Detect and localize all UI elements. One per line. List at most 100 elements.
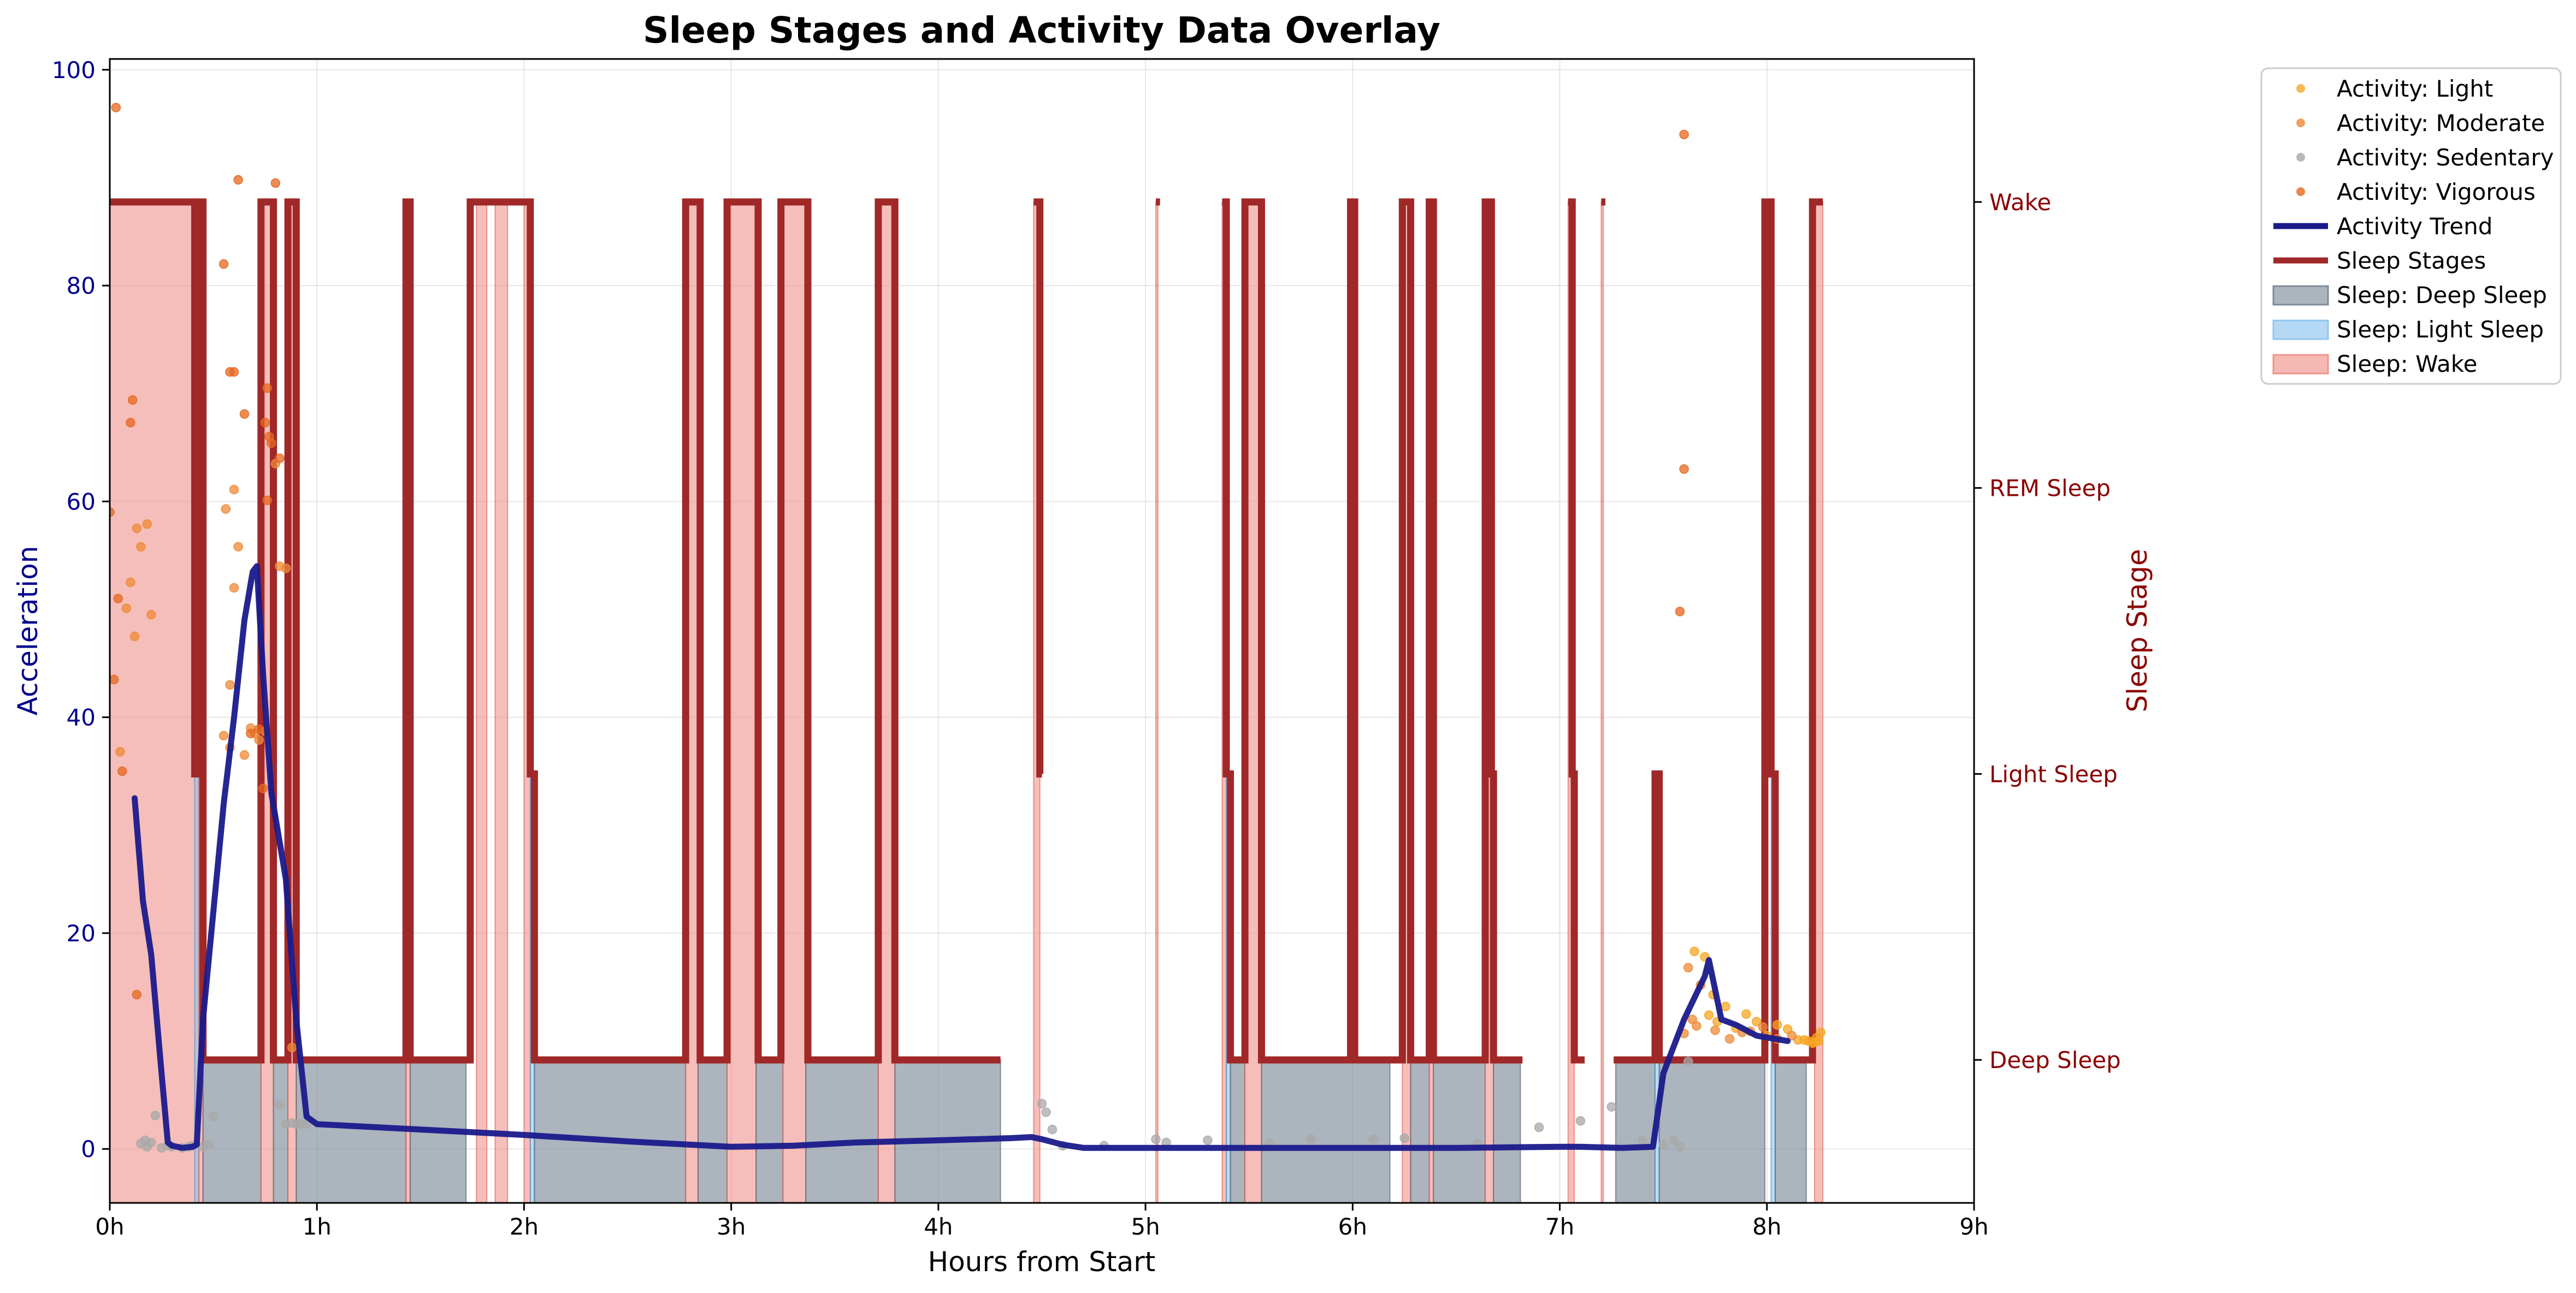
activity-point-sedentary-14 [275,1100,285,1110]
sleep-span-0 [110,201,200,1203]
legend-marker-1 [2296,118,2305,127]
activity-point-moderate-25 [1683,963,1693,972]
activity-point-moderate-0 [126,577,135,588]
y-axis-left-label: Acceleration [12,546,44,716]
activity-point-sedentary-4 [150,1111,161,1120]
activity-point-moderate-20 [229,484,239,495]
sleep-span-20 [805,1059,879,1203]
plot-frame [109,58,1975,1204]
activity-point-vigorous-25 [1675,607,1685,616]
activity-point-sedentary-36 [1638,1135,1647,1146]
activity-point-vigorous-11 [233,175,243,185]
activity-trend-line [132,563,1791,1151]
legend-marker-7 [2272,319,2329,340]
activity-point-moderate-7 [146,610,156,620]
activity-point-vigorous-13 [246,728,256,739]
activity-point-vigorous-15 [258,784,268,793]
legend-label-8: Sleep: Wake [2337,351,2477,377]
activity-point-moderate-12 [239,750,250,760]
activity-point-sedentary-30 [1368,1134,1379,1144]
x-tick-label-6: 6h [1338,1213,1367,1240]
sleep-span-3 [202,1059,262,1203]
x-tick-label-0: 0h [95,1213,124,1240]
legend-label-3: Activity: Vigorous [2337,179,2536,205]
x-tick-label-9: 9h [1959,1213,1988,1240]
activity-point-light-7 [1741,1009,1751,1019]
sleep-fill-spans [110,201,1824,1203]
sleep-span-14 [534,1059,687,1203]
x-tick-label-4: 4h [924,1213,953,1240]
legend-marker-0 [2296,84,2305,93]
sleep-span-42 [1774,1059,1807,1203]
activity-point-sedentary-39 [1675,1142,1685,1152]
y-axis-right-label: Sleep Stage [2122,549,2153,712]
sleep-span-27 [1230,1059,1246,1203]
sleep-span-22 [894,1059,1001,1203]
sleep-span-7 [296,1059,407,1203]
y-left-tick-label-0: 0 [81,1136,96,1162]
legend-marker-3 [2296,187,2305,196]
activity-point-moderate-10 [229,583,239,593]
activity-point-sedentary-25 [1151,1134,1161,1144]
x-tick-label-1: 1h [303,1213,332,1240]
legend-label-5: Sleep Stages [2337,247,2486,274]
y-axis-right: Deep Sleep Light Sleep REM Sleep Wake [1974,189,2121,1073]
activity-point-vigorous-6 [127,395,138,405]
legend-label-6: Sleep: Deep Sleep [2337,282,2547,309]
legend-box [2260,67,2562,385]
activity-point-sedentary-22 [1047,1124,1057,1135]
activity-point-vigorous-7 [132,989,142,1000]
activity-point-moderate-5 [132,523,142,533]
activity-point-light-5 [1721,1001,1730,1012]
activity-point-moderate-3 [121,603,132,613]
activity-point-vigorous-14 [254,724,264,734]
legend-label-1: Activity: Moderate [2337,110,2545,137]
activity-point-vigorous-12 [239,409,250,419]
sleep-span-17 [726,201,757,1203]
x-axis-label: Hours from Start [928,1246,1156,1278]
sleep-span-10 [476,201,488,1203]
activity-point-moderate-15 [254,735,264,745]
x-tick-label-2: 2h [510,1213,539,1240]
activity-point-sedentary-21 [1041,1107,1051,1117]
activity-point-vigorous-8 [218,259,229,269]
x-tick-label-7: 7h [1545,1213,1574,1240]
activity-point-vigorous-19 [270,178,281,188]
activity-point-vigorous-24 [1679,464,1689,474]
activity-point-sedentary-13 [208,1112,218,1122]
x-axis: 0h 1h 2h 3h 4h 5h 6h 7h 8h 9h [95,1203,1989,1240]
y-right-tick-label-3: Wake [1989,189,2051,216]
activity-point-sedentary-29 [1306,1134,1316,1144]
activity-point-moderate-33 [1758,1022,1768,1032]
activity-point-moderate-23 [275,561,285,571]
activity-point-sedentary-27 [1203,1135,1213,1146]
activity-point-light-19 [1799,1035,1809,1045]
sleep-span-33 [1433,1059,1486,1203]
activity-point-vigorous-21 [260,418,270,428]
activity-points [110,103,1826,1153]
activity-point-moderate-30 [1724,1034,1735,1044]
activity-point-light-8 [1752,1017,1762,1027]
activity-point-sedentary-37 [1658,1140,1668,1150]
activity-point-vigorous-0 [111,103,121,112]
activity-point-sedentary-38 [1669,1135,1679,1146]
sleep-span-24 [1155,201,1159,1203]
sleep-span-31 [1410,1059,1430,1203]
y-left-tick-label-1: 20 [67,920,96,947]
sleep-span-16 [697,1059,728,1203]
sleep-span-29 [1261,1059,1391,1203]
activity-point-moderate-8 [218,731,229,740]
activity-point-vigorous-5 [126,418,135,428]
activity-point-sedentary-34 [1575,1116,1586,1126]
sleep-stages [110,198,1823,1064]
legend-marker-6 [2272,285,2329,306]
legend-label-0: Activity: Light [2337,75,2493,102]
activity-point-moderate-27 [1692,1021,1701,1031]
activity-point-light-17 [1816,1027,1826,1037]
y-left-tick-label-3: 60 [67,488,96,515]
activity-point-sedentary-20 [1037,1099,1047,1108]
activity-point-light-0 [1689,946,1699,957]
activity-point-moderate-35 [1787,1030,1797,1041]
sleep-span-37 [1600,201,1604,1203]
